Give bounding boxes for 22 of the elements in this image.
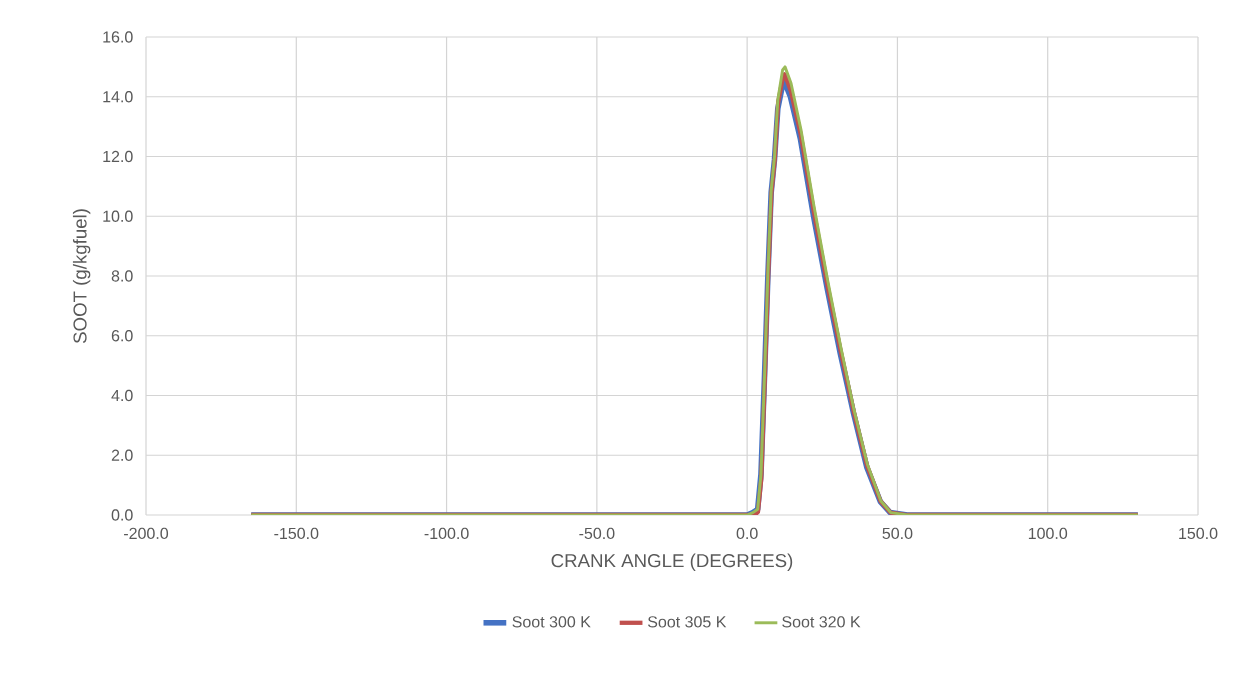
y-axis-title: SOOT (g/kgfuel) [72, 209, 91, 344]
x-tick-label: 0.0 [736, 527, 758, 540]
y-tick-label: 8.0 [111, 270, 133, 282]
x-tick-label: -150.0 [274, 527, 319, 540]
legend-label: Soot 320 K [782, 616, 861, 628]
x-tick-label: -50.0 [579, 527, 615, 540]
y-tick-label: 12.0 [103, 150, 133, 163]
y-tick-label: 4.0 [111, 389, 133, 402]
y-tick-label: 14.0 [103, 91, 133, 103]
x-tick-label: -100.0 [424, 527, 469, 540]
legend-label: Soot 300 K [512, 616, 591, 628]
legend-label: Soot 305 K [647, 616, 727, 628]
y-tick-label: 2.0 [111, 449, 133, 461]
x-tick-label: 150.0 [1179, 527, 1218, 540]
y-tick-label: 0.0 [111, 509, 133, 521]
x-tick-label: 50.0 [882, 527, 913, 540]
x-tick-label: -200.0 [124, 527, 169, 540]
y-tick-label: 16.0 [103, 31, 133, 43]
x-axis-title: CRANK ANGLE (DEGREES) [551, 553, 793, 571]
y-tick-label: 6.0 [111, 330, 133, 342]
x-tick-label: 100.0 [1028, 527, 1068, 540]
y-tick-label: 10.0 [103, 210, 133, 222]
